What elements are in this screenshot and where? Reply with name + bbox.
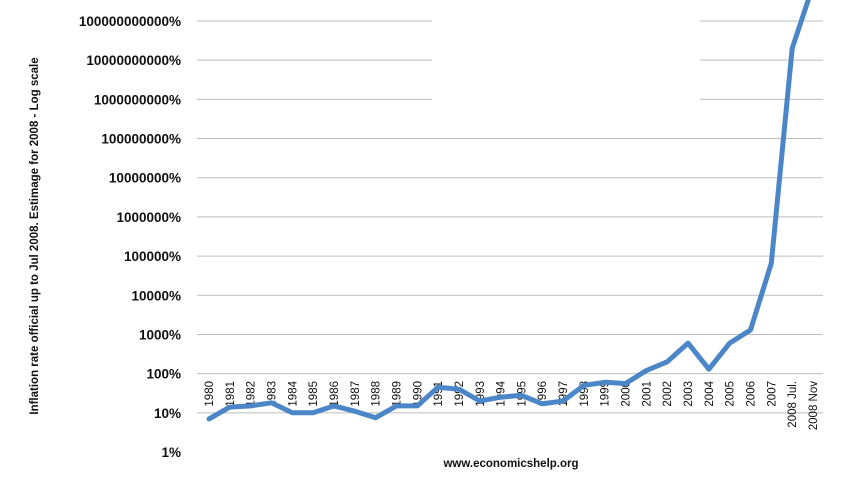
y-tick-label: 10% [154, 406, 181, 421]
x-tick-label: 2008 Jul. [787, 381, 799, 428]
y-tick-label: 10000000000% [86, 53, 181, 68]
y-tick-labels: 1% 10% 100% 1000% 10000% 100000% 1000000% 10000… [79, 14, 181, 460]
x-tick-label: 2004 [704, 380, 716, 406]
y-tick-label: 10000000% [109, 171, 181, 186]
y-axis-label: Inflation rate official up to Jul 2008. … [29, 57, 41, 414]
x-tick-label: 1989 [391, 381, 403, 407]
y-tick-label: 10000% [131, 288, 181, 303]
x-tick-label: 1985 [308, 381, 320, 407]
x-tick-label: 1984 [287, 380, 299, 406]
x-tick-label: 2002 [662, 381, 674, 407]
x-tick-label: 1982 [246, 381, 258, 407]
y-tick-label: 1% [161, 445, 181, 460]
x-tick-label: 2006 [746, 381, 758, 407]
x-tick-label: 1999 [600, 381, 612, 407]
x-tick-label: 2000 [621, 381, 633, 407]
y-tick-label: 1000% [139, 327, 181, 342]
x-tick-labels: 1980 1981 1982 1983 1984 1985 1986 1987 1988 1989… [204, 380, 820, 430]
series-layer [206, 0, 811, 422]
gridlines [197, 20, 823, 414]
y-tick-label: 1000000000% [94, 92, 181, 107]
y-tick-label: 100000000000% [79, 14, 181, 29]
y-tick-label: 100000% [124, 249, 181, 264]
x-tick-label: 1987 [350, 381, 362, 407]
y-tick-label: 100% [146, 367, 181, 382]
x-axis-label: www.economicshelp.org [442, 458, 578, 470]
inflation-series-line [206, 0, 811, 422]
x-tick-label: 1983 [266, 381, 278, 407]
x-tick-label: 2003 [683, 381, 695, 407]
x-tick-label: 2005 [725, 381, 737, 407]
y-tick-label: 1000000% [116, 210, 181, 225]
x-tick-label: 1988 [371, 381, 383, 407]
x-tick-label: 1996 [537, 381, 549, 407]
x-tick-label: 1981 [225, 381, 237, 407]
x-tick-label: 1980 [204, 381, 216, 407]
y-tick-label: 100000000% [101, 132, 181, 147]
x-tick-label: 2001 [641, 381, 653, 407]
x-tick-label: 2008 Nov [808, 381, 820, 430]
x-tick-label: 2007 [766, 381, 778, 407]
x-tick-label: 1986 [329, 381, 341, 407]
x-tick-label: 1994 [496, 380, 508, 406]
